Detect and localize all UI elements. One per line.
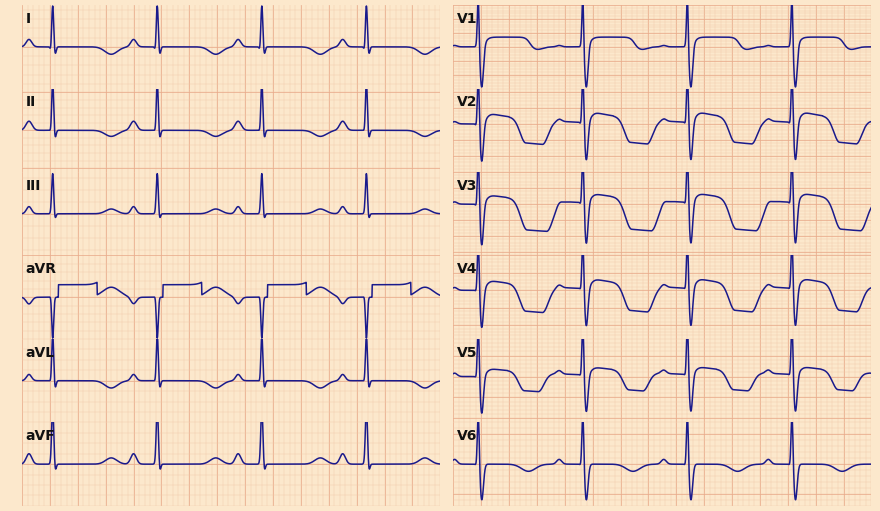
Text: aVL: aVL xyxy=(26,345,55,360)
Text: II: II xyxy=(26,95,35,109)
Text: I: I xyxy=(26,12,31,26)
Text: V2: V2 xyxy=(457,95,477,109)
Text: aVR: aVR xyxy=(26,262,56,276)
Text: aVF: aVF xyxy=(26,429,55,443)
Text: V4: V4 xyxy=(457,262,477,276)
Text: III: III xyxy=(26,179,40,193)
Text: V6: V6 xyxy=(457,429,477,443)
Text: V5: V5 xyxy=(457,345,477,360)
Text: V1: V1 xyxy=(457,12,477,26)
Text: V3: V3 xyxy=(457,179,477,193)
